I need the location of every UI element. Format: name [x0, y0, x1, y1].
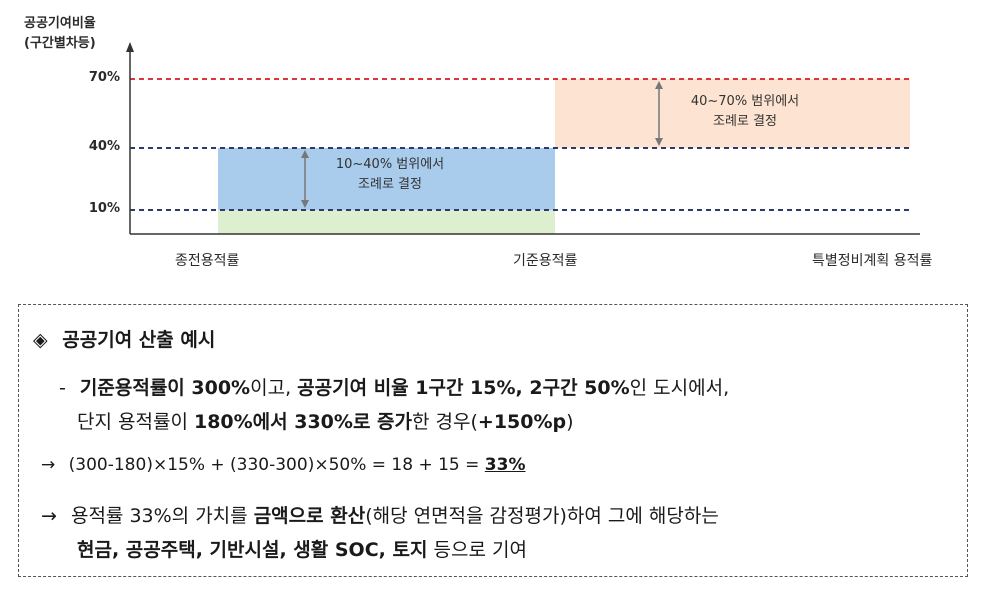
base-band-green [218, 210, 555, 234]
upper-note-line1: 40~70% 범위에서 [690, 94, 800, 109]
category-previous-far: 종전용적률 [175, 253, 240, 269]
y-axis-arrowhead-icon [126, 42, 134, 52]
tick-40: 40% [88, 139, 120, 154]
example-line-calc: → (300-180)×15% + (330-300)×50% = 18 + 1… [41, 455, 525, 475]
example-box: ◈ 공공기여 산출 예시 - 기준용적률이 300%이고, 공공기여 비율 1구… [18, 304, 968, 577]
b4-bold-2: 금액으로 환산 [253, 505, 366, 527]
b4-text-3: (해당 연면적을 감정평가)하여 그에 해당하는 [365, 505, 719, 527]
category-base-far: 기준용적률 [513, 253, 578, 269]
example-line-2: 단지 용적률이 180%에서 330%로 증가한 경우(+150%p) [77, 407, 574, 434]
b1-bold-3: 공공기여 비율 1구간 15%, 2구간 50% [297, 377, 630, 399]
lower-note-line2: 조례로 결정 [358, 177, 422, 192]
b2-text-3: 한 경우( [412, 411, 478, 433]
y-axis-label-line2: (구간별차등) [24, 36, 96, 51]
b5-text-2: 등으로 기여 [427, 539, 527, 561]
contribution-ratio-diagram: 공공기여비율 (구간별차등) 70% 40% 10% 10~40% 범위에서 조… [0, 0, 982, 290]
upper-note-line2: 조례로 결정 [713, 114, 777, 129]
upper-note: 40~70% 범위에서 조례로 결정 [670, 92, 820, 132]
example-line-1: - 기준용적률이 300%이고, 공공기여 비율 1구간 15%, 2구간 50… [59, 373, 729, 400]
diamond-icon: ◈ [33, 329, 48, 351]
b4-text-1: 용적률 33%의 가치를 [70, 505, 254, 527]
b2-bold-2: 180%에서 330%로 증가 [193, 411, 412, 433]
b2-bold-4: +150%p [477, 411, 567, 433]
y-axis-label-line1: 공공기여비율 [24, 16, 96, 31]
example-line-4: → 용적률 33%의 가치를 금액으로 환산(해당 연면적을 감정평가)하여 그… [41, 501, 719, 528]
b1-text-4: 인 도시에서, [629, 377, 730, 399]
dash-bullet: - [59, 377, 66, 399]
calc-result: 33% [484, 455, 526, 475]
lower-double-arrow-icon [301, 150, 309, 208]
tick-10: 10% [88, 201, 120, 216]
example-title-text: 공공기여 산출 예시 [62, 329, 216, 351]
lower-band-blue [218, 148, 555, 210]
calc-prefix: (300-180)×15% + (330-300)×50% = 18 + 15 … [68, 455, 485, 475]
category-special-far: 특별정비계획 용적률 [812, 253, 933, 269]
example-title: ◈ 공공기여 산출 예시 [33, 325, 215, 352]
b5-bold-1: 현금, 공공주택, 기반시설, 생활 SOC, 토지 [77, 539, 428, 561]
b2-text-1: 단지 용적률이 [77, 411, 194, 433]
arrow-right-icon: → [41, 505, 57, 527]
arrow-right-icon: → [41, 455, 56, 475]
example-line-5: 현금, 공공주택, 기반시설, 생활 SOC, 토지 등으로 기여 [77, 535, 527, 562]
b2-text-5: ) [566, 411, 574, 433]
upper-band-peach [555, 79, 910, 148]
lower-note-line1: 10~40% 범위에서 [335, 157, 445, 172]
tick-70: 70% [88, 70, 120, 85]
b1-bold-1: 기준용적률이 300% [79, 377, 251, 399]
lower-note: 10~40% 범위에서 조례로 결정 [315, 155, 465, 195]
b1-text-2: 이고, [250, 377, 298, 399]
diagram-graphics [126, 42, 920, 235]
upper-double-arrow-icon [655, 81, 663, 146]
